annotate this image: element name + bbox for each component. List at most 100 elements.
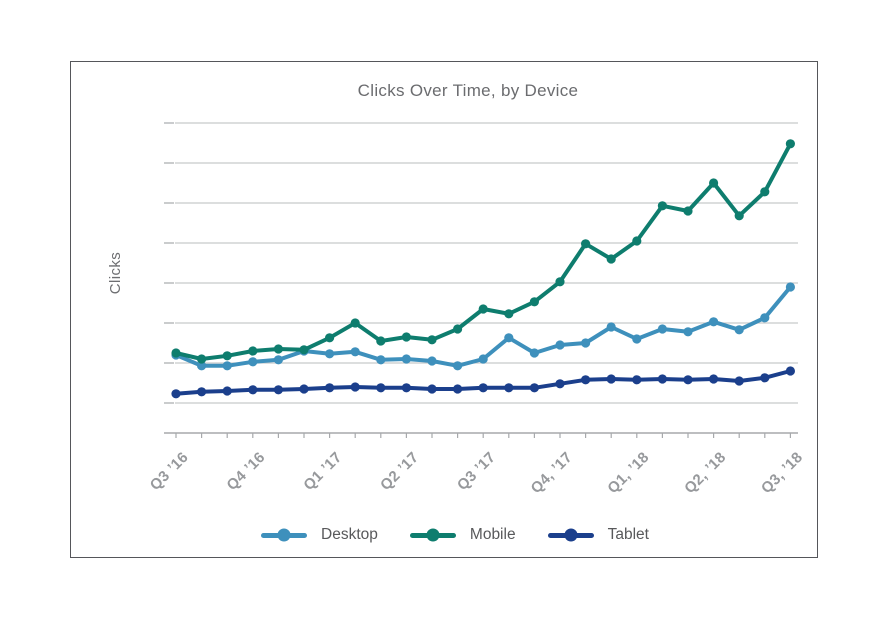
desktop-point xyxy=(606,322,616,332)
legend-label-desktop: Desktop xyxy=(321,526,378,543)
desktop-point xyxy=(222,361,232,371)
x-tick-label: Q4 ’16 xyxy=(223,449,268,494)
tablet-point xyxy=(427,384,437,394)
tablet-point xyxy=(709,374,719,384)
desktop-point xyxy=(785,282,796,292)
desktop-legend-dot-icon xyxy=(277,528,291,542)
desktop-point xyxy=(734,325,744,335)
tablet-point xyxy=(581,375,591,385)
mobile-point xyxy=(529,297,540,307)
tablet-point xyxy=(760,373,770,383)
x-tick-label: Q2, ’18 xyxy=(681,449,729,497)
mobile-point xyxy=(504,309,514,319)
desktop-point xyxy=(760,313,770,323)
legend: Desktop Mobile Tablet xyxy=(70,526,818,544)
mobile-point xyxy=(606,254,616,264)
desktop-point xyxy=(555,340,565,350)
tablet-point xyxy=(248,385,258,395)
tablet-point xyxy=(273,385,283,395)
desktop-point xyxy=(504,333,514,343)
mobile-point xyxy=(555,277,565,287)
mobile-point xyxy=(197,354,207,364)
desktop-point xyxy=(350,347,360,357)
desktop-point xyxy=(197,361,207,371)
mobile-point xyxy=(709,178,719,188)
x-tick-label: Q2 ’17 xyxy=(377,449,422,494)
mobile-point xyxy=(683,206,693,216)
tablet-legend-dot-icon xyxy=(564,528,578,542)
mobile-point xyxy=(248,346,258,356)
desktop-point xyxy=(248,357,258,367)
desktop-point xyxy=(401,354,411,364)
mobile-point xyxy=(171,348,181,358)
mobile-point xyxy=(222,351,232,361)
desktop-point xyxy=(453,361,463,371)
legend-item-desktop: Desktop xyxy=(261,526,378,544)
tablet-point xyxy=(734,376,744,386)
mobile-point xyxy=(632,236,642,246)
desktop-point xyxy=(427,356,437,366)
desktop-point xyxy=(376,355,386,365)
legend-label-tablet: Tablet xyxy=(607,526,649,543)
tablet-point xyxy=(785,366,796,376)
mobile-point xyxy=(785,139,796,149)
mobile-point xyxy=(453,324,463,334)
tablet-point xyxy=(504,383,514,393)
desktop-point xyxy=(683,327,693,337)
tablet-point xyxy=(222,386,232,396)
x-tick-label: Q3, ’18 xyxy=(758,449,806,497)
tablet-point xyxy=(171,389,181,399)
chart-title: Clicks Over Time, by Device xyxy=(357,81,579,100)
tablet-point xyxy=(401,383,411,393)
x-tick-label: Q3 ’16 xyxy=(147,449,192,494)
x-tick-label: Q3 ’17 xyxy=(454,449,499,494)
mobile-point xyxy=(350,318,360,328)
mobile-point xyxy=(734,211,744,221)
mobile-point xyxy=(581,239,591,249)
x-tick-label: Q1, ’18 xyxy=(604,449,652,497)
tablet-point xyxy=(606,374,616,384)
tablet-point xyxy=(325,383,335,393)
desktop-point xyxy=(709,317,719,327)
tablet-point xyxy=(529,383,540,393)
mobile-point xyxy=(376,336,386,346)
desktop-point xyxy=(478,354,488,364)
legend-item-tablet: Tablet xyxy=(547,526,649,544)
desktop-point xyxy=(581,338,591,348)
tablet-point xyxy=(299,384,309,394)
mobile-point xyxy=(273,344,283,354)
mobile-point xyxy=(478,304,488,314)
desktop-legend-marker xyxy=(261,528,308,542)
legend-item-mobile: Mobile xyxy=(409,526,516,544)
desktop-point xyxy=(273,355,283,365)
mobile-point xyxy=(427,335,437,345)
desktop-point xyxy=(632,334,642,344)
tablet-point xyxy=(555,379,565,389)
tablet-point xyxy=(453,384,463,394)
legend-label-mobile: Mobile xyxy=(469,526,516,543)
mobile-point xyxy=(325,333,335,343)
tablet-point xyxy=(478,383,488,393)
tablet-point xyxy=(657,374,668,384)
tablet-point xyxy=(197,387,207,397)
mobile-point xyxy=(299,345,309,355)
mobile-legend-marker xyxy=(409,528,456,542)
chart-frame xyxy=(70,61,818,558)
desktop-point xyxy=(529,348,540,358)
tablet-point xyxy=(683,375,693,385)
tablet-point xyxy=(350,382,360,392)
tablet-point xyxy=(632,375,642,385)
y-axis-label: Clicks xyxy=(107,251,124,295)
mobile-point xyxy=(760,187,770,197)
x-tick-label: Q4, ’17 xyxy=(528,449,576,497)
tablet-point xyxy=(376,383,386,393)
mobile-point xyxy=(401,332,411,342)
tablet-legend-marker xyxy=(547,528,594,542)
desktop-point xyxy=(657,324,668,334)
mobile-legend-dot-icon xyxy=(426,528,440,542)
desktop-line xyxy=(174,285,793,368)
x-tick-label: Q1 ’17 xyxy=(300,449,345,494)
desktop-point xyxy=(325,349,335,359)
